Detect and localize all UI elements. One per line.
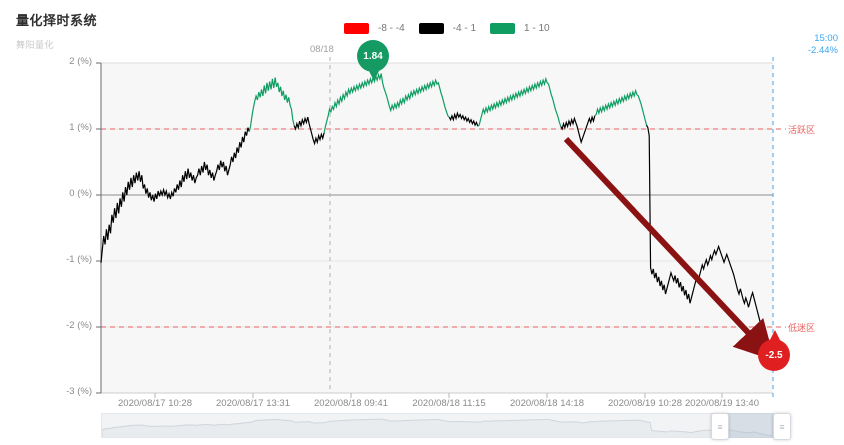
series-segment-4 — [448, 111, 479, 127]
x-tick-2: 2020/08/18 09:41 — [314, 398, 388, 409]
x-tick-3: 2020/08/18 11:15 — [412, 398, 486, 409]
x-tick-4: 2020/08/18 14:18 — [510, 398, 584, 409]
zone-label-high: 活跃区 — [788, 125, 816, 135]
legend-swatch-red — [344, 23, 369, 34]
series-segment-2 — [293, 116, 325, 146]
series-segment-6 — [560, 115, 596, 145]
trough-marker-value: -2.5 — [758, 339, 790, 371]
series-segment-1 — [248, 77, 295, 132]
threshold-lines — [101, 128, 786, 328]
peak-marker-pin[interactable]: 1.84 — [357, 40, 391, 82]
chart-legend: -8 - -4 -4 - 1 1 - 10 — [344, 23, 564, 34]
x-tick-6: 2020/08/19 13:40 — [685, 398, 759, 409]
data-zoom-slider[interactable] — [101, 413, 773, 438]
y-axis — [96, 62, 102, 394]
y-tick-0: 0 (%) — [69, 188, 92, 199]
current-value: -2.44% — [807, 45, 838, 56]
peak-marker-value: 1.84 — [357, 40, 389, 72]
data-zoom-handle-left[interactable]: ≡ — [711, 413, 729, 440]
x-axis — [154, 393, 723, 398]
legend-item-1[interactable]: -4 - 1 — [418, 23, 477, 34]
legend-item-0[interactable]: -8 - -4 — [344, 23, 405, 34]
data-zoom-window[interactable] — [719, 413, 781, 438]
legend-label-1: -4 - 1 — [452, 23, 477, 34]
legend-label-0: -8 - -4 — [378, 23, 405, 34]
downtrend-arrow-annotation — [563, 136, 775, 361]
trough-marker-pin[interactable]: -2.5 — [758, 330, 792, 372]
legend-swatch-green — [490, 23, 516, 34]
x-tick-0: 2020/08/17 10:28 — [118, 398, 192, 409]
current-readout: 15:00 -2.44% — [808, 33, 838, 57]
series-segment-3 — [323, 72, 450, 134]
x-tick-5: 2020/08/19 10:28 — [608, 398, 682, 409]
legend-swatch-black — [418, 23, 444, 34]
split-date-label: 08/18 — [310, 44, 334, 55]
series-segment-7 — [594, 88, 648, 126]
data-zoom-preview — [102, 418, 772, 437]
x-tick-1: 2020/08/17 13:31 — [216, 398, 290, 409]
plot-background — [101, 63, 773, 393]
page-title: 量化择时系统 — [16, 13, 98, 28]
y-tick-m1: -1 (%) — [66, 254, 92, 265]
gridlines — [101, 62, 773, 394]
zone-label-low: 低迷区 — [788, 323, 816, 333]
series-segment-5 — [477, 76, 562, 127]
peak-marker-tail — [367, 67, 381, 81]
y-tick-2: 2 (%) — [69, 56, 92, 67]
series-segment-8 — [645, 124, 774, 363]
current-time: 15:00 — [814, 33, 838, 44]
price-series — [100, 72, 774, 363]
y-tick-1: 1 (%) — [69, 122, 92, 133]
series-segment-0 — [100, 127, 250, 264]
y-tick-m2: -2 (%) — [66, 320, 92, 331]
page-subtitle: 舞阳量化 — [16, 40, 55, 50]
legend-label-2: 1 - 10 — [524, 23, 550, 34]
legend-item-2[interactable]: 1 - 10 — [490, 23, 550, 34]
data-zoom-handle-right[interactable]: ≡ — [773, 413, 791, 440]
y-tick-m3: -3 (%) — [66, 386, 92, 397]
